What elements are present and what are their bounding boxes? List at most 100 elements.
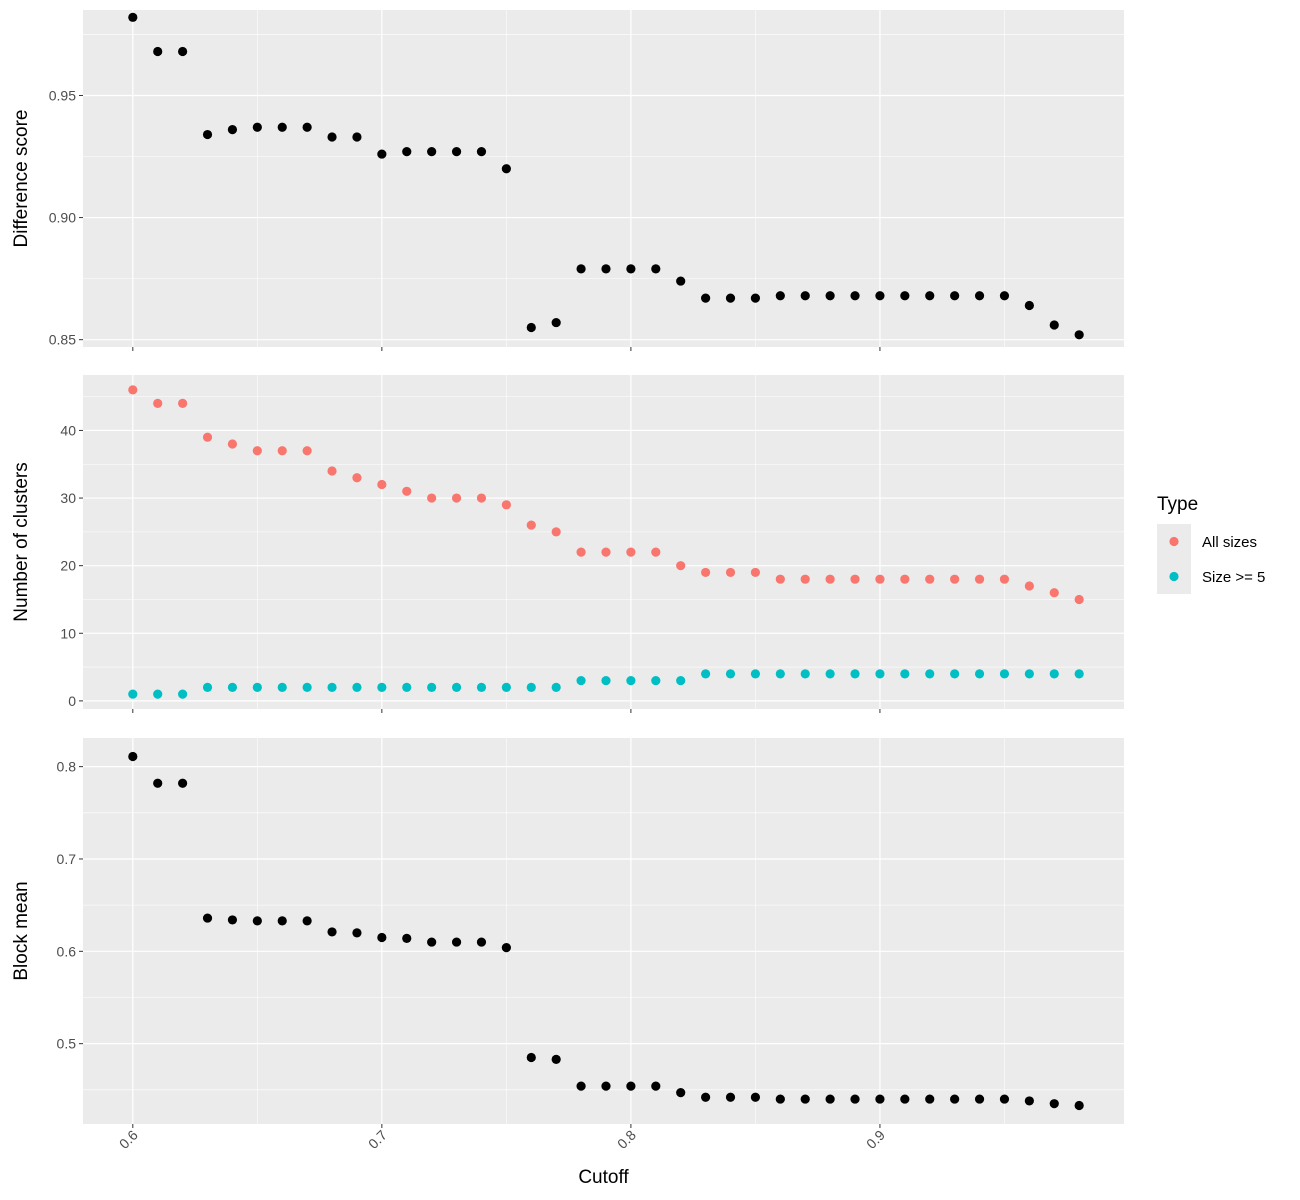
data-point	[825, 1094, 835, 1104]
data-point	[377, 932, 387, 943]
data-point	[800, 1094, 810, 1104]
x-tick-label: 0.6	[116, 1127, 141, 1152]
data-point	[601, 676, 611, 686]
data-point	[402, 933, 412, 943]
data-point	[950, 1094, 960, 1104]
data-point	[178, 689, 188, 699]
data-point	[327, 466, 337, 476]
data-point	[451, 682, 462, 692]
panel-2: 0 10 20 30 40 Number of clusters	[11, 375, 1124, 713]
y-tick-label: 0.8	[57, 759, 77, 775]
data-point	[775, 669, 785, 679]
data-point	[576, 676, 586, 686]
data-point	[377, 682, 387, 692]
data-point	[128, 751, 138, 762]
legend-swatch	[1169, 536, 1179, 547]
panel-1: 0.85 0.90 0.95 Difference score	[11, 10, 1124, 351]
data-point	[476, 493, 487, 503]
data-point	[850, 574, 860, 584]
data-point	[377, 149, 387, 159]
data-point	[825, 669, 835, 679]
y-tick-label: 0.7	[57, 851, 77, 867]
data-point	[153, 398, 163, 408]
data-point	[576, 547, 586, 557]
data-point	[327, 132, 337, 142]
data-point	[875, 574, 885, 584]
data-point	[925, 669, 935, 679]
data-point	[626, 264, 636, 274]
data-point	[825, 574, 835, 584]
data-point	[750, 293, 761, 303]
data-point	[551, 527, 561, 537]
data-point	[1049, 669, 1059, 679]
data-point	[701, 1092, 711, 1102]
data-point	[252, 916, 262, 926]
y-tick-label: 20	[60, 558, 76, 574]
data-point	[1074, 594, 1084, 605]
data-point	[725, 293, 736, 303]
data-point	[974, 1094, 985, 1104]
data-point	[651, 547, 661, 557]
data-point	[626, 547, 636, 557]
data-point	[551, 682, 561, 692]
data-point	[999, 291, 1010, 301]
data-point	[1024, 581, 1034, 591]
data-point	[302, 446, 312, 456]
data-point	[825, 291, 835, 301]
data-point	[277, 916, 287, 926]
data-point	[227, 682, 238, 692]
data-point	[850, 291, 860, 301]
data-point	[651, 1081, 661, 1091]
data-point	[1074, 669, 1084, 679]
data-point	[501, 164, 511, 174]
data-point	[775, 574, 785, 584]
data-point	[576, 1081, 586, 1091]
data-point	[153, 46, 163, 57]
data-point	[750, 567, 761, 578]
data-point	[501, 500, 511, 510]
panel-background	[83, 375, 1124, 709]
data-point	[128, 12, 138, 22]
data-point	[900, 1094, 910, 1104]
data-point	[451, 493, 462, 503]
panel-background	[83, 738, 1124, 1124]
data-point	[202, 129, 213, 140]
y-axis-title: Number of clusters	[11, 462, 32, 621]
data-point	[252, 122, 262, 132]
data-point	[974, 669, 985, 679]
data-point	[750, 1092, 761, 1102]
y-tick-label: 30	[60, 490, 76, 506]
data-point	[875, 291, 885, 301]
data-point	[178, 46, 188, 57]
data-point	[501, 682, 511, 692]
legend-title: Type	[1157, 494, 1198, 515]
y-tick-label: 0.5	[57, 1036, 77, 1052]
data-point	[327, 927, 337, 937]
data-point	[377, 479, 387, 490]
data-point	[277, 682, 287, 692]
data-point	[1049, 1099, 1059, 1109]
data-point	[277, 446, 287, 456]
data-point	[676, 561, 686, 571]
y-tick-label: 0.6	[57, 943, 77, 959]
data-point	[601, 1081, 611, 1091]
data-point	[900, 669, 910, 679]
data-point	[302, 122, 312, 132]
legend-label: All sizes	[1202, 534, 1257, 551]
data-point	[427, 682, 437, 692]
data-point	[153, 778, 163, 788]
data-point	[576, 264, 586, 274]
y-tick-label: 40	[60, 422, 76, 438]
data-point	[302, 682, 312, 692]
data-point	[725, 1092, 736, 1102]
data-point	[676, 1088, 686, 1098]
data-point	[676, 276, 686, 286]
data-point	[800, 669, 810, 679]
x-tick-label: 0.8	[614, 1127, 639, 1152]
data-point	[501, 943, 511, 953]
legend: Type All sizes Size >= 5	[1157, 494, 1265, 594]
data-point	[427, 493, 437, 503]
data-point	[601, 547, 611, 557]
data-point	[551, 1054, 561, 1064]
